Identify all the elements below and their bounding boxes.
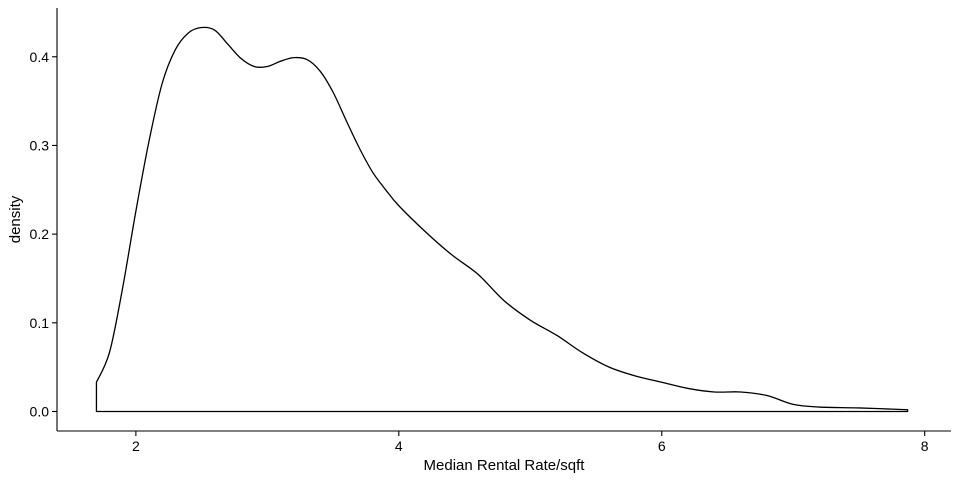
x-tick-label: 6 xyxy=(658,438,666,454)
y-tick-label: 0.2 xyxy=(30,226,50,242)
plot-area xyxy=(95,26,909,413)
y-tick-label: 0.0 xyxy=(30,403,50,419)
x-axis-ticks: 2 4 6 8 xyxy=(132,431,929,454)
x-tick-label: 2 xyxy=(132,438,140,454)
density-curve xyxy=(95,26,909,413)
y-axis-title: density xyxy=(7,195,24,243)
x-tick-label: 8 xyxy=(921,438,929,454)
y-tick-label: 0.1 xyxy=(30,315,50,331)
y-tick-label: 0.4 xyxy=(30,49,50,65)
x-tick-label: 4 xyxy=(395,438,403,454)
y-axis-ticks: 0.0 0.1 0.2 0.3 0.4 xyxy=(30,49,57,419)
x-axis-title: Median Rental Rate/sqft xyxy=(424,457,586,474)
y-tick-label: 0.3 xyxy=(30,137,50,153)
